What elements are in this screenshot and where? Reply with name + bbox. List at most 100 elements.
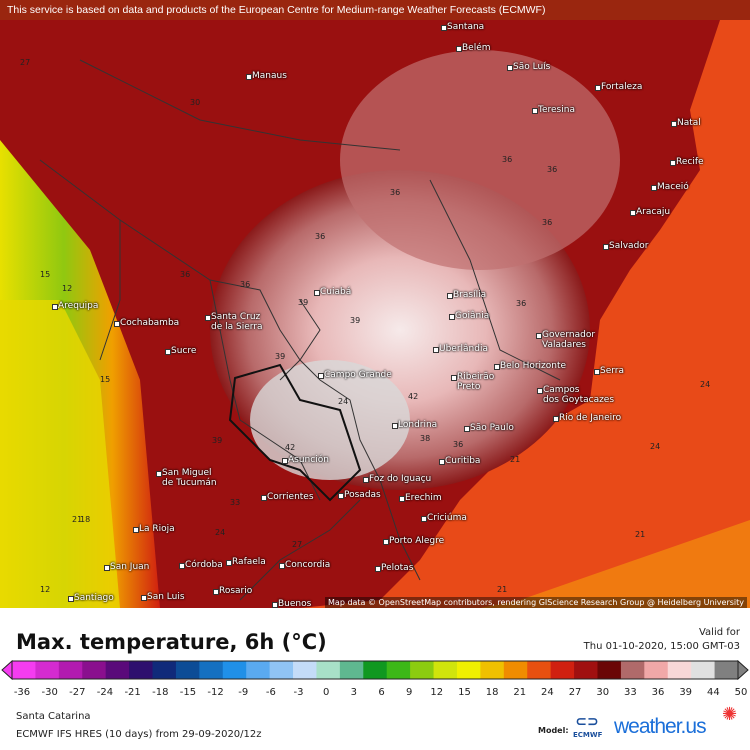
legend-swatch — [293, 661, 317, 679]
city-label: Teresina — [532, 105, 575, 115]
legend-arrow — [1, 660, 13, 680]
ecmwf-logo[interactable]: ⊂⊃ ECMWF — [573, 714, 603, 739]
weather-us-logo[interactable]: weather.us — [614, 715, 707, 738]
legend-swatch — [105, 661, 130, 679]
legend-tick-label: -24 — [96, 687, 114, 698]
contour-value: 36 — [180, 270, 191, 279]
legend-swatch — [199, 661, 224, 679]
contour-value: 21 — [497, 585, 508, 594]
contour-value: 36 — [547, 165, 558, 174]
city-label: Asunción — [282, 455, 329, 465]
temperature-map[interactable]: This service is based on data and produc… — [0, 0, 750, 608]
city-label: Concordia — [278, 560, 331, 570]
page-title: Max. temperature, 6h (°C) — [16, 630, 327, 654]
city-label: La Rioja — [133, 524, 175, 534]
city-label: Uberlândia — [433, 344, 488, 354]
city-label: Arequipa — [51, 301, 99, 311]
legend-tick-label: 21 — [513, 687, 527, 698]
legend-tick-label: -12 — [207, 687, 224, 698]
city-label: San Luis — [141, 592, 185, 602]
legend-tick-label: 36 — [651, 687, 665, 698]
legend-tick-label: 9 — [405, 687, 413, 698]
legend-swatch — [246, 661, 271, 679]
city-label: Porto Alegre — [382, 536, 445, 546]
contour-value: 42 — [408, 392, 419, 401]
location-name: Santa Catarina — [16, 711, 91, 722]
city-label: Cochabamba — [113, 318, 180, 328]
legend-swatch — [316, 661, 341, 679]
legend-tick-label: -27 — [69, 687, 86, 698]
legend-tick-label: -15 — [179, 687, 197, 698]
legend-tick-label: -21 — [124, 687, 141, 698]
contour-value: 12 — [62, 284, 73, 293]
city-label: Campos dos Goytacazes — [536, 385, 615, 405]
legend-swatch — [691, 661, 716, 679]
model-label: Model: — [538, 726, 569, 735]
contour-value: 21 — [635, 530, 646, 539]
contour-value: 18 — [80, 515, 91, 524]
legend-swatch — [269, 661, 294, 679]
city-label: Curitiba — [438, 456, 481, 466]
contour-value: 12 — [40, 585, 51, 594]
legend-tick-label: -30 — [41, 687, 58, 698]
legend-frame — [11, 660, 739, 680]
legend-swatch — [35, 661, 60, 679]
city-label: Brasília — [446, 290, 487, 300]
legend-swatch — [175, 661, 200, 679]
legend-tick-label: 0 — [323, 687, 330, 698]
city-label: Londrina — [391, 420, 438, 430]
contour-value: 36 — [516, 299, 527, 308]
city-label: Santana — [440, 22, 485, 32]
legend-swatch — [12, 661, 36, 679]
model-run: ECMWF IFS HRES (10 days) from 29-09-2020… — [16, 729, 262, 740]
map-attribution[interactable]: Map data © OpenStreetMap contributors, r… — [325, 597, 747, 608]
contour-value: 24 — [338, 397, 349, 406]
contour-value: 21 — [72, 515, 83, 524]
city-label: Criciúma — [421, 513, 467, 523]
city-label: San Juan — [103, 562, 150, 572]
city-label: Foz do Iguaçu — [362, 474, 432, 484]
contour-value: 39 — [350, 316, 361, 325]
contour-value: 36 — [542, 218, 553, 227]
legend-swatch — [58, 661, 83, 679]
contour-value: 36 — [502, 155, 513, 164]
legend-swatch — [574, 661, 598, 679]
legend-swatch — [714, 661, 739, 679]
contour-value: 39 — [212, 436, 223, 445]
city-label: Belo Horizonte — [493, 361, 567, 371]
legend-swatch — [503, 661, 528, 679]
legend-swatch — [363, 661, 388, 679]
legend-tick-label: 39 — [679, 687, 693, 698]
map-layer — [0, 20, 750, 608]
legend-swatch — [620, 661, 645, 679]
contour-value: 36 — [315, 232, 326, 241]
legend-tick-label: -6 — [265, 687, 276, 698]
ecmwf-notice: This service is based on data and produc… — [0, 0, 750, 20]
city-label: Goiânia — [448, 311, 490, 321]
legend-swatch — [527, 661, 552, 679]
legend-swatch — [410, 661, 435, 679]
legend-tick-label: 50 — [734, 687, 748, 698]
legend-swatch — [550, 661, 575, 679]
legend-tick-label: 33 — [624, 687, 637, 698]
legend-tick-label: 12 — [430, 687, 444, 698]
legend-swatch — [152, 661, 177, 679]
city-label: Fortaleza — [594, 82, 643, 92]
city-label: Rio de Janeiro — [552, 413, 622, 423]
city-label: Cuiabá — [313, 287, 352, 297]
legend-swatch — [667, 661, 692, 679]
city-label: Sucre — [164, 346, 197, 356]
city-label: Erechim — [399, 493, 442, 503]
city-label: Serra — [593, 366, 625, 376]
legend-swatch — [456, 661, 481, 679]
city-label: São Paulo — [464, 423, 514, 433]
paraguay-border — [228, 363, 362, 502]
contour-value: 24 — [700, 380, 711, 389]
city-label: Aracaju — [629, 207, 671, 217]
contour-value: 36 — [240, 280, 251, 289]
city-label: Manaus — [246, 71, 287, 81]
city-label: San Miguel de Tucumán — [156, 468, 217, 488]
valid-label: Valid for — [698, 627, 740, 638]
ocean-south-area — [480, 520, 750, 608]
city-label: Santa Cruz de la Sierra — [205, 312, 263, 332]
